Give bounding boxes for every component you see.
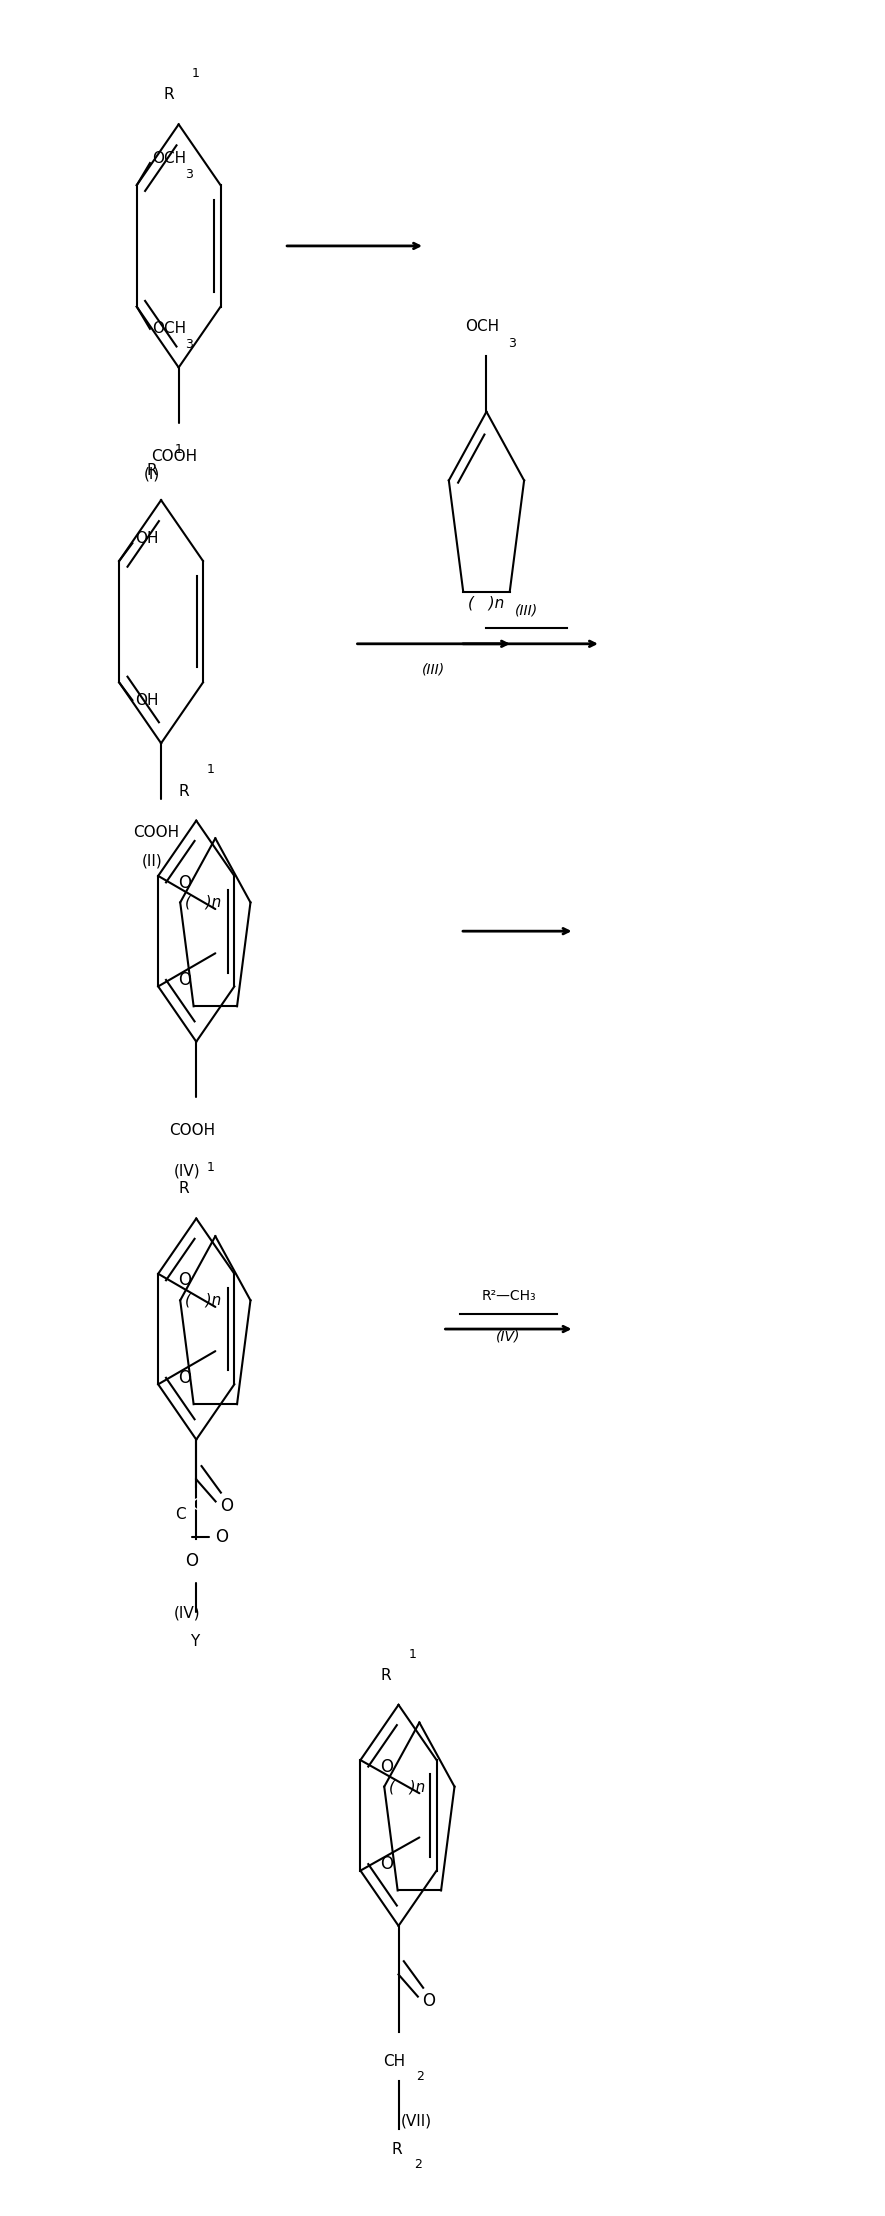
Text: CH: CH (383, 2054, 405, 2070)
Text: O: O (216, 1527, 228, 1547)
Text: (   )n: ( )n (467, 596, 504, 609)
Text: (II): (II) (142, 853, 163, 869)
Text: O: O (381, 1855, 393, 1873)
Text: R: R (146, 463, 157, 479)
Text: 1: 1 (174, 443, 182, 456)
Text: (III): (III) (514, 603, 537, 618)
Text: O: O (381, 1757, 393, 1775)
Text: 3: 3 (185, 168, 193, 179)
Text: OH: OH (135, 532, 158, 547)
Text: 1: 1 (409, 1649, 417, 1660)
Text: 1: 1 (192, 66, 200, 80)
Text: 1: 1 (207, 765, 215, 776)
Text: R: R (179, 784, 189, 798)
Text: OCH: OCH (152, 151, 187, 166)
Text: (III): (III) (422, 663, 445, 676)
Text: OCH: OCH (152, 321, 187, 337)
Text: (   )n: ( )n (185, 1292, 221, 1307)
Text: (VII): (VII) (401, 2114, 432, 2130)
Text: COOH: COOH (151, 450, 197, 465)
Text: R: R (164, 86, 174, 102)
Text: O: O (178, 1369, 191, 1387)
Text: O: O (178, 971, 191, 988)
Text: COOH: COOH (134, 824, 180, 840)
Text: O: O (185, 1551, 198, 1571)
Text: (   )n: ( )n (389, 1779, 425, 1795)
Text: O: O (178, 873, 191, 891)
Text: 3: 3 (185, 337, 193, 350)
Text: OCH: OCH (465, 319, 499, 335)
Text: C: C (175, 1507, 186, 1522)
Text: O: O (220, 1496, 233, 1516)
Text: (IV): (IV) (496, 1330, 520, 1343)
Text: O: O (178, 1272, 191, 1290)
Text: (IV): (IV) (174, 1604, 201, 1620)
Text: COOH: COOH (169, 1124, 215, 1139)
Text: (I): (I) (144, 468, 160, 481)
Text: Y: Y (190, 1633, 199, 1649)
Text: 2: 2 (416, 2070, 424, 2083)
Text: OH: OH (135, 694, 158, 707)
Text: 1: 1 (207, 1161, 215, 1174)
Text: R²—CH₃: R²—CH₃ (481, 1287, 535, 1303)
Text: (   )n: ( )n (185, 895, 221, 911)
Text: R: R (179, 1181, 189, 1197)
Text: (IV): (IV) (174, 1163, 201, 1179)
Text: R: R (391, 2143, 402, 2158)
Text: O: O (422, 1992, 435, 2010)
Text: 2: 2 (414, 2158, 422, 2172)
Text: R: R (381, 1669, 391, 1682)
Text: C: C (191, 1498, 202, 1514)
Text: 3: 3 (509, 337, 516, 350)
